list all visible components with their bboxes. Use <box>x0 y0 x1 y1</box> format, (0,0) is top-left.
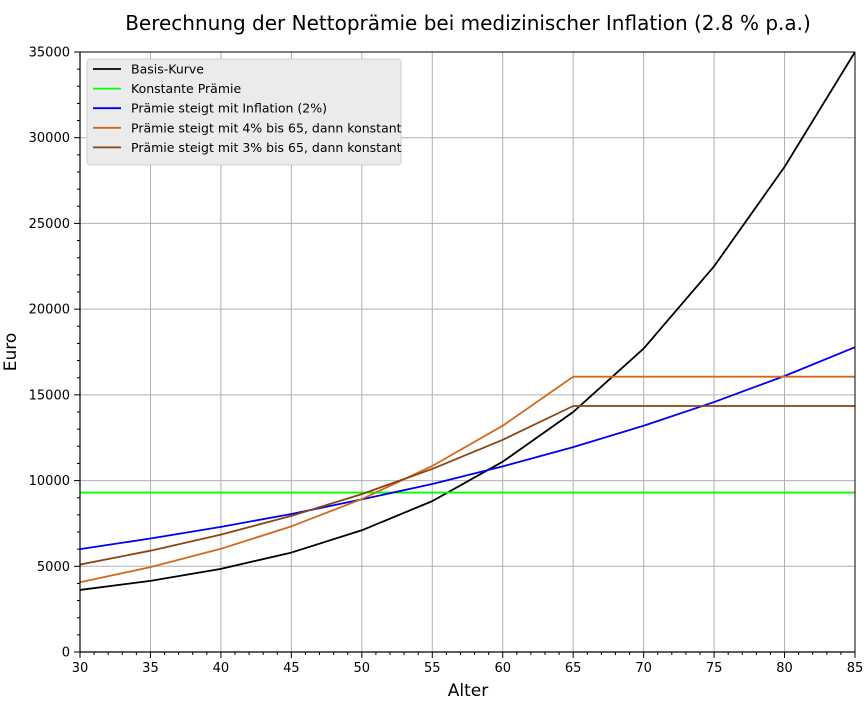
y-tick-label: 15000 <box>29 388 70 403</box>
y-tick-label: 0 <box>62 646 70 661</box>
legend-label: Prämie steigt mit 3% bis 65, dann konsta… <box>131 140 402 155</box>
x-tick-label: 70 <box>635 661 652 676</box>
legend-label: Prämie steigt mit 4% bis 65, dann konsta… <box>131 120 402 135</box>
legend-box <box>86 58 402 166</box>
legend: Basis-Kurve Konstante Prämie Prämie steigt… <box>86 58 402 166</box>
series-line-pr-mie-steigt-mit-4-bis-65-dann-konstant <box>79 375 855 584</box>
x-tick-label: 85 <box>847 661 864 676</box>
y-tick-label: 20000 <box>29 303 70 318</box>
series-line-basis-kurve <box>79 51 856 591</box>
x-tick-label: 55 <box>424 661 441 676</box>
legend-label: Basis-Kurve <box>131 62 204 77</box>
x-tick-label: 50 <box>354 661 371 676</box>
x-tick-label: 30 <box>72 661 89 676</box>
x-tick-label: 40 <box>213 661 230 676</box>
legend-label: Konstante Prämie <box>131 81 241 96</box>
series-line-pr-mie-steigt-mit-3-bis-65-dann-konstant <box>79 405 855 566</box>
x-axis-label: Alter <box>448 681 488 701</box>
chart-title: Berechnung der Nettoprämie bei medizinis… <box>125 11 811 35</box>
x-tick-label: 75 <box>706 661 723 676</box>
y-tick-label: 30000 <box>29 131 70 146</box>
x-tick-label: 65 <box>565 661 582 676</box>
x-tick-label: 80 <box>776 661 793 676</box>
series-lines <box>79 51 856 591</box>
x-tick-label: 60 <box>494 661 511 676</box>
y-tick-label: 10000 <box>29 474 70 489</box>
axes: 30 35 40 45 50 55 60 65 70 75 80 85 0 5000 10000 15000 2… <box>29 46 864 677</box>
series-line-pr-mie-steigt-mit-inflation-2 <box>79 346 856 551</box>
x-tick-label: 45 <box>283 661 300 676</box>
y-tick-label: 25000 <box>29 217 70 232</box>
x-tick-label: 35 <box>142 661 159 676</box>
y-axis-label: Euro <box>1 333 21 372</box>
legend-label: Prämie steigt mit Inflation (2%) <box>131 101 327 116</box>
y-tick-label: 35000 <box>29 46 70 61</box>
y-tick-label: 5000 <box>37 560 70 575</box>
